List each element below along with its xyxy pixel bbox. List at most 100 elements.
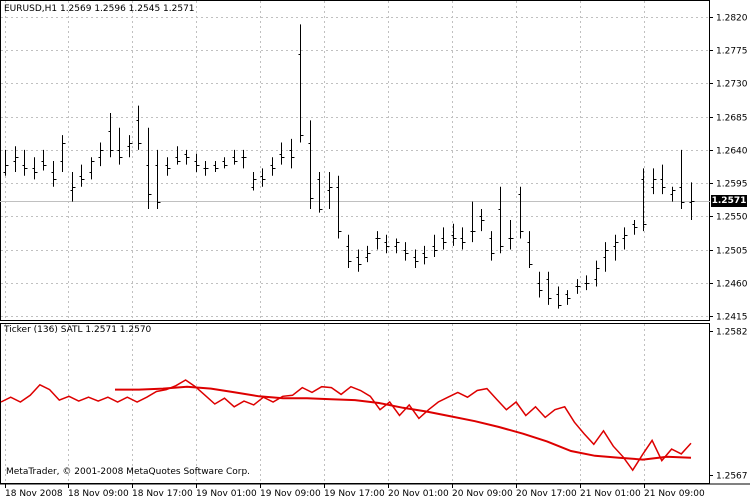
ohlc-bar bbox=[308, 120, 314, 209]
price-tick-label: 1.2820 bbox=[716, 14, 748, 24]
ohlc-bar bbox=[613, 234, 619, 261]
price-tick-label: 1.2685 bbox=[716, 114, 748, 124]
time-tick-label: 18 Nov 09:00 bbox=[68, 489, 129, 499]
price-tick-label: 1.2730 bbox=[716, 80, 748, 90]
ohlc-bar bbox=[441, 227, 447, 250]
ohlc-bar bbox=[241, 149, 247, 169]
ohlc-bar bbox=[584, 275, 590, 291]
indicator-grid bbox=[5, 324, 645, 483]
ohlc-bar bbox=[565, 290, 571, 305]
ohlc-bar bbox=[346, 234, 352, 269]
price-tick-label: 1.2505 bbox=[716, 247, 748, 257]
ohlc-bar bbox=[108, 112, 114, 158]
indicator-tick-label: 1.2582 bbox=[716, 328, 748, 338]
ohlc-bar bbox=[32, 157, 38, 180]
ohlc-bar bbox=[670, 186, 676, 202]
ohlc-bar bbox=[270, 157, 276, 176]
ohlc-bar bbox=[136, 105, 142, 150]
ohlc-bar bbox=[51, 160, 57, 187]
ohlc-bar bbox=[22, 149, 28, 176]
ohlc-bar bbox=[317, 172, 323, 213]
satl-line bbox=[115, 385, 692, 461]
ohlc-bar bbox=[289, 138, 295, 169]
ohlc-bar bbox=[127, 135, 133, 158]
ohlc-bar bbox=[679, 149, 685, 209]
ohlc-bar bbox=[60, 135, 66, 173]
ohlc-bar bbox=[546, 271, 552, 305]
indicator-panel-header: Ticker (136) SATL 1.2571 1.2570 bbox=[4, 325, 152, 335]
ohlc-bar bbox=[251, 172, 257, 191]
price-tick-label: 1.2550 bbox=[716, 213, 748, 223]
ohlc-bar bbox=[327, 172, 333, 209]
ohlc-bar bbox=[498, 186, 504, 254]
price-tick-label: 1.2640 bbox=[716, 147, 748, 157]
ohlc-bar bbox=[375, 231, 381, 250]
ohlc-bar bbox=[203, 160, 209, 176]
time-tick-label: 20 Nov 17:00 bbox=[516, 489, 577, 499]
time-tick-label: 18 Nov 17:00 bbox=[132, 489, 193, 499]
ohlc-bar bbox=[603, 242, 609, 272]
ohlc-bar bbox=[298, 24, 304, 143]
price-tick-label: 1.2460 bbox=[716, 280, 748, 290]
indicator-lines bbox=[0, 379, 692, 472]
ohlc-bar bbox=[575, 279, 581, 294]
time-tick-label: 19 Nov 17:00 bbox=[324, 489, 385, 499]
ohlc-bar bbox=[479, 208, 485, 232]
indicator-panel-frame bbox=[0, 323, 710, 484]
ohlc-bar bbox=[336, 175, 342, 239]
ohlc-bar bbox=[3, 149, 9, 176]
ohlc-bar bbox=[13, 146, 19, 173]
ohlc-bar bbox=[79, 164, 85, 187]
ohlc-bar bbox=[175, 146, 181, 165]
price-tick-label: 1.2415 bbox=[716, 313, 748, 323]
time-tick-label: 19 Nov 09:00 bbox=[260, 489, 321, 499]
ohlc-bar bbox=[432, 234, 438, 257]
main-panel-frame bbox=[0, 0, 710, 321]
ohlc-bar bbox=[384, 234, 390, 254]
price-tick-label: 1.2595 bbox=[716, 180, 748, 190]
ohlc-bar bbox=[98, 142, 104, 167]
ohlc-bar bbox=[413, 249, 419, 269]
copyright-text: MetaTrader, © 2001-2008 MetaQuotes Softw… bbox=[6, 467, 251, 477]
main-grid bbox=[1, 1, 709, 320]
ohlc-bar bbox=[422, 245, 428, 265]
ohlc-bar bbox=[689, 182, 695, 221]
ohlc-bar bbox=[165, 157, 171, 176]
ohlc-bar bbox=[527, 231, 533, 269]
ohlc-bar bbox=[260, 168, 266, 187]
ohlc-bar bbox=[594, 260, 600, 287]
ohlc-bar bbox=[394, 238, 400, 254]
ohlc-bar bbox=[213, 160, 219, 173]
price-tick-label: 1.2775 bbox=[716, 47, 748, 57]
ohlc-bar bbox=[518, 186, 524, 239]
ohlc-bar bbox=[41, 149, 47, 171]
time-tick-label: 19 Nov 01:00 bbox=[196, 489, 257, 499]
time-tick-label: 21 Nov 09:00 bbox=[644, 489, 705, 499]
ohlc-bar bbox=[146, 127, 152, 209]
ohlc-bar bbox=[651, 168, 657, 195]
time-scale: 18 Nov 2008 18 Nov 09:00 18 Nov 17:00 19 No… bbox=[5, 484, 705, 499]
ohlc-bar bbox=[660, 164, 666, 195]
ohlc-bar bbox=[232, 149, 238, 165]
ohlc-bar bbox=[632, 220, 638, 235]
ohlc-bar bbox=[460, 227, 466, 250]
time-tick-label: 18 Nov 2008 bbox=[5, 489, 63, 499]
price-bars bbox=[3, 24, 695, 309]
ohlc-bar bbox=[155, 149, 161, 209]
ohlc-bar bbox=[365, 245, 371, 263]
ohlc-bar bbox=[70, 172, 76, 202]
ohlc-bar bbox=[356, 249, 362, 272]
ohlc-bar bbox=[470, 201, 476, 243]
ohlc-bar bbox=[537, 271, 543, 298]
indicator-tick-label: 1.2567 bbox=[716, 472, 748, 482]
ohlc-bar bbox=[556, 286, 562, 309]
ohlc-bar bbox=[89, 157, 95, 180]
price-scale: 1.2820 1.2775 1.2730 1.2685 1.2640 1.2595 1.25… bbox=[709, 14, 748, 323]
ohlc-bar bbox=[184, 149, 190, 165]
ohlc-bar bbox=[489, 231, 495, 261]
current-price-label: 1.2571 bbox=[711, 195, 747, 207]
ohlc-bar bbox=[451, 223, 457, 246]
ohlc-bar bbox=[222, 157, 228, 169]
ohlc-bar bbox=[508, 220, 514, 250]
